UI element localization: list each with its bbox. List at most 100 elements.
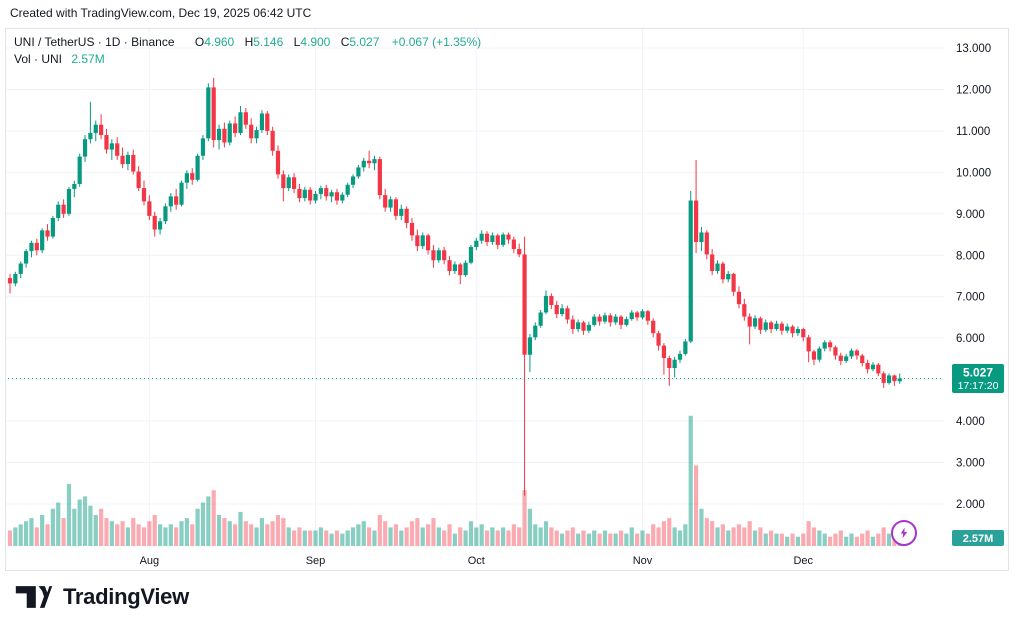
volume-bar xyxy=(420,527,425,546)
volume-bar xyxy=(736,524,742,546)
candle-up xyxy=(576,322,581,330)
time-axis-label: Sep xyxy=(306,555,326,567)
volume-bar xyxy=(629,527,634,546)
volume-bar xyxy=(367,527,372,546)
badge-price-text: 5.027 xyxy=(963,365,993,379)
lightning-icon xyxy=(900,527,908,539)
volume-bar xyxy=(559,533,565,546)
candle-down xyxy=(522,254,527,355)
volume-bar xyxy=(313,530,318,546)
symbol-legend-row[interactable]: UNI / TetherUS · 1D · Binance O4.960 H5.… xyxy=(14,34,481,50)
volume-bar xyxy=(827,536,833,546)
candle-up xyxy=(677,353,683,360)
candle-up xyxy=(533,325,538,338)
time-axis[interactable]: Aug Sep Oct Nov Dec xyxy=(140,555,814,567)
candle-up xyxy=(356,167,361,177)
volume-bar xyxy=(720,524,725,546)
candle-down xyxy=(645,311,650,321)
volume-bar xyxy=(661,521,667,546)
candle-down xyxy=(549,295,554,305)
volume-bar xyxy=(61,518,66,546)
volume-bar xyxy=(779,533,784,546)
volume-bar xyxy=(356,524,361,546)
price-axis-label: 9.000 xyxy=(956,209,985,221)
candle-down xyxy=(34,242,39,251)
volume-bar xyxy=(742,527,747,546)
volume-bar xyxy=(249,524,254,546)
instant-order-button[interactable] xyxy=(891,520,917,546)
candle-up xyxy=(463,262,468,276)
volume-bar xyxy=(442,530,447,546)
candle-down xyxy=(635,312,640,318)
candle-up xyxy=(715,263,720,272)
volume-bar xyxy=(747,521,752,546)
candle-down xyxy=(881,373,886,383)
candle-down xyxy=(742,304,747,317)
volume-bar xyxy=(157,524,163,546)
candle-up xyxy=(259,113,265,131)
candle-up xyxy=(179,182,184,205)
ohlc-high-label: H xyxy=(244,35,254,49)
candle-down xyxy=(608,315,613,323)
price-axis[interactable]: 13.000 12.000 11.000 10.000 9.000 8.000 7.000 6… xyxy=(956,43,991,511)
candle-down xyxy=(442,250,447,261)
volume-bar xyxy=(495,530,500,546)
price-axis-label: 3.000 xyxy=(956,458,985,470)
volume-bar xyxy=(801,533,806,546)
price-axis-label: 4.000 xyxy=(956,416,985,428)
volume-bar xyxy=(806,521,811,546)
volume-bar xyxy=(29,518,34,546)
volume-bar xyxy=(361,521,366,546)
candle-down xyxy=(243,112,248,125)
chart-widget: 13.000 12.000 11.000 10.000 9.000 8.000 7.000 6… xyxy=(5,28,1009,571)
volume-bar xyxy=(527,508,533,546)
candle-up xyxy=(361,160,366,168)
candle-down xyxy=(404,208,409,223)
candle-down xyxy=(297,188,302,199)
tradingview-logo-icon xyxy=(15,586,53,608)
candle-up xyxy=(93,124,98,133)
candle-down xyxy=(506,234,511,240)
volume-bar xyxy=(854,536,859,546)
candle-down xyxy=(747,316,752,327)
time-axis-label: Oct xyxy=(468,555,485,567)
candle-up xyxy=(157,221,163,230)
tradingview-brand-text: TradingView xyxy=(63,584,189,609)
volume-bar xyxy=(216,515,222,546)
volume-bar xyxy=(763,533,768,546)
credit-text: Created with TradingView.com, Dec 19, 20… xyxy=(10,6,312,20)
volume-bar xyxy=(206,496,211,546)
volume-bar xyxy=(517,527,522,546)
volume-bar xyxy=(635,533,640,546)
candle-down xyxy=(758,318,763,330)
tradingview-attribution-link[interactable]: TradingView xyxy=(14,584,189,610)
volume-bar xyxy=(425,524,431,546)
volume-bar xyxy=(275,515,281,546)
volume-bar xyxy=(468,521,474,546)
volume-legend-row[interactable]: Vol · UNI 2.57M xyxy=(14,51,481,67)
volume-badge: 2.57M xyxy=(952,530,1004,546)
chart-legend: UNI / TetherUS · 1D · Binance O4.960 H5.… xyxy=(14,34,481,68)
candle-up xyxy=(88,132,93,140)
chart-canvas[interactable]: 13.000 12.000 11.000 10.000 9.000 8.000 7.000 6… xyxy=(6,29,1008,570)
candle-down xyxy=(447,260,452,272)
candle-down xyxy=(115,143,120,156)
candle-down xyxy=(136,171,141,189)
candle-down xyxy=(838,355,843,361)
volume-bar xyxy=(645,533,650,546)
volume-bar xyxy=(340,533,345,546)
volume-bar xyxy=(404,527,409,546)
volume-bar xyxy=(758,527,763,546)
volume-bar xyxy=(458,527,463,546)
ohlc-low-label: L xyxy=(293,35,301,49)
volume-bar xyxy=(265,524,270,546)
volume-bar xyxy=(388,527,393,546)
candle-up xyxy=(774,323,779,330)
candle-up xyxy=(345,184,350,195)
volume-bar xyxy=(833,533,838,546)
volume-bar xyxy=(125,527,131,546)
candle-up xyxy=(109,143,114,150)
candle-up xyxy=(168,196,173,207)
volume-bar xyxy=(329,533,334,546)
volume-bar xyxy=(870,536,876,546)
